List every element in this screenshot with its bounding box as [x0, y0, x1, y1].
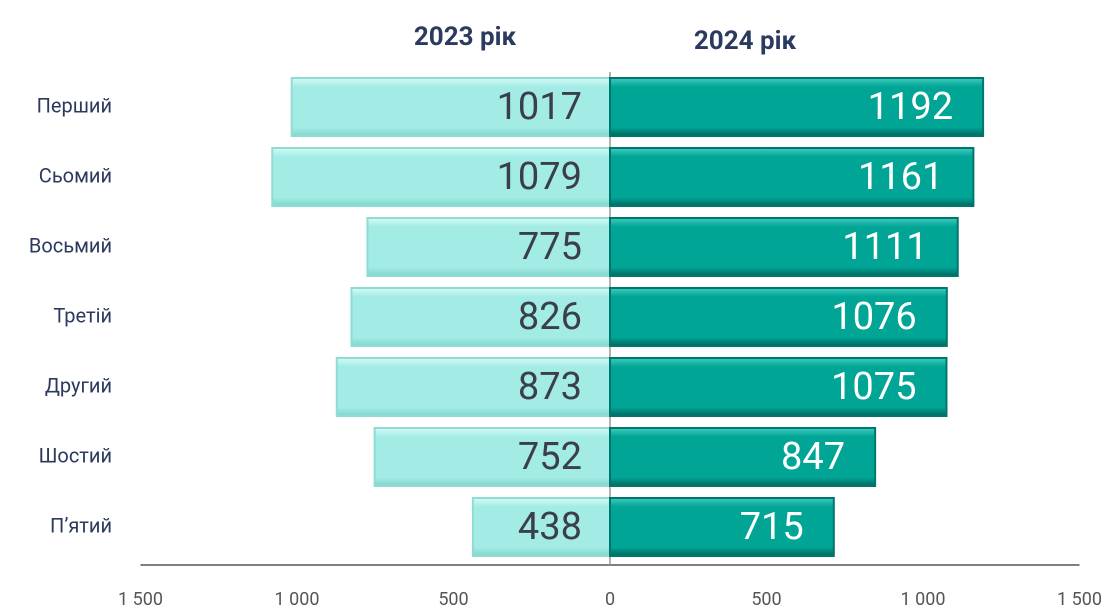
x-tick-label: 1 500: [118, 589, 163, 606]
x-tick-label: 500: [438, 589, 468, 606]
series-header: 2024 рік: [694, 26, 797, 56]
bar: [335, 357, 611, 417]
category-label: П’ятий: [50, 513, 112, 537]
x-tick-label: 1 500: [1057, 589, 1102, 606]
series-header: 2023 рік: [414, 22, 517, 52]
value-label: 1161: [858, 155, 943, 199]
value-label: 438: [518, 505, 582, 549]
category-label: Шостий: [39, 443, 112, 467]
x-tick-label: 1 000: [901, 589, 946, 606]
category-label: Перший: [37, 93, 112, 117]
bar: [609, 147, 975, 207]
value-label: 715: [740, 505, 804, 549]
value-label: 775: [518, 225, 582, 269]
bar: [350, 287, 611, 347]
value-label: 826: [518, 295, 582, 339]
value-label: 873: [518, 365, 582, 409]
category-label: Другий: [45, 373, 112, 397]
category-label: Восьмий: [29, 233, 112, 257]
x-tick-label: 0: [605, 589, 615, 606]
x-tick-label: 500: [751, 589, 781, 606]
value-label: 752: [518, 435, 582, 479]
category-label: Сьомий: [39, 163, 112, 187]
category-label: Третій: [53, 303, 112, 327]
bar: [271, 147, 611, 207]
bar: [373, 427, 611, 487]
bar: [290, 77, 611, 137]
bar: [609, 427, 877, 487]
value-label: 1076: [831, 295, 916, 339]
bar: [609, 77, 985, 137]
value-label: 1111: [842, 225, 927, 269]
bar: [609, 217, 959, 277]
value-label: 1192: [868, 85, 953, 129]
value-label: 1079: [497, 155, 582, 199]
value-label: 847: [781, 435, 845, 479]
value-label: 1017: [497, 85, 582, 129]
bar: [609, 357, 948, 417]
bar: [609, 287, 948, 347]
bar: [609, 497, 835, 557]
value-label: 1075: [831, 365, 916, 409]
x-tick-label: 1 000: [275, 589, 320, 606]
